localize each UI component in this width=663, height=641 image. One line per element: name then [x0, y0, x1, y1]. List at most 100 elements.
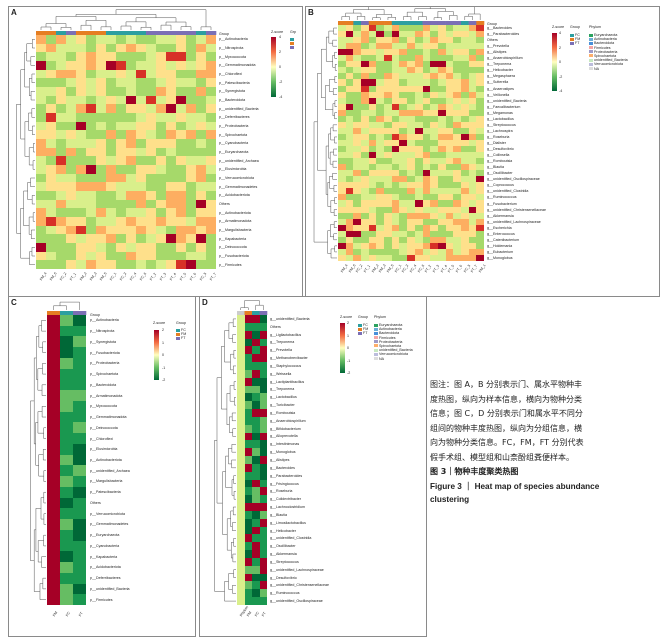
- legend-label: FT: [181, 336, 186, 341]
- heatmap-cell: [468, 103, 477, 110]
- legend-swatch: [374, 348, 378, 352]
- heatmap-cell: [445, 133, 454, 141]
- panel-d-group-legend: FC FM FT: [358, 323, 368, 336]
- dendrogram-branch: [224, 330, 231, 363]
- heatmap-cell: [414, 25, 423, 32]
- dendrogram-branch: [406, 11, 423, 17]
- heatmap-cell: [460, 25, 469, 32]
- heatmap-cell: [460, 164, 469, 171]
- heatmap-cell: [96, 217, 107, 226]
- heatmap-cell: [126, 260, 137, 270]
- heatmap-cell: [338, 164, 346, 171]
- heatmap-cell: [376, 79, 385, 86]
- group-bar-cell: [460, 21, 469, 25]
- heatmap-cell: [259, 330, 268, 339]
- caption-line: 组间的物种丰度热图，纵向为分组信息，横: [430, 423, 582, 433]
- heatmap-cell: [368, 43, 377, 50]
- heatmap-cell: [206, 173, 217, 183]
- group-bar-cell: [430, 21, 439, 25]
- heatmap-cell: [146, 69, 157, 79]
- heatmap-cell: [166, 165, 177, 174]
- dendrogram-branch: [334, 64, 337, 71]
- heatmap-cell: [338, 49, 346, 56]
- swatch: [290, 37, 294, 41]
- panel-d-dendrograms: [214, 300, 268, 602]
- zscore-tick: -1: [347, 358, 351, 363]
- dendrogram-branch: [353, 9, 385, 15]
- heatmap-cell: [237, 479, 245, 488]
- heatmap-cell: [60, 315, 74, 327]
- heatmap-cell: [345, 91, 354, 98]
- heatmap-cell: [47, 336, 61, 348]
- heatmap-cell: [96, 251, 107, 261]
- heatmap-cell: [206, 199, 217, 209]
- heatmap-cell: [437, 133, 446, 141]
- heatmap-cell: [66, 156, 77, 166]
- heatmap-cell: [453, 152, 462, 159]
- dendrogram-branch: [214, 440, 225, 592]
- legend-item: FC: [570, 33, 580, 37]
- heatmap-cell: [76, 35, 87, 44]
- heatmap-cell: [422, 152, 431, 159]
- heatmap-cell: [73, 411, 87, 423]
- heatmap-cell: [437, 121, 446, 129]
- heatmap-cell: [156, 35, 167, 44]
- heatmap-cell: [399, 121, 408, 129]
- heatmap-cell: [407, 61, 416, 68]
- panel-a-label: A: [11, 8, 17, 17]
- dendrogram-branch: [228, 447, 232, 465]
- legend-swatch: [589, 58, 593, 62]
- heatmap-cell: [73, 368, 87, 380]
- heatmap-cell: [445, 164, 454, 171]
- heatmap-cell: [126, 130, 137, 140]
- heatmap-cell: [106, 191, 117, 200]
- heatmap-cell: [368, 236, 377, 244]
- heatmap-cell: [414, 152, 423, 159]
- heatmap-cell: [407, 254, 416, 262]
- heatmap-cell: [196, 52, 207, 62]
- heatmap-cell: [414, 55, 423, 62]
- heatmap-cell: [345, 248, 354, 256]
- dendrogram-branch: [330, 200, 335, 213]
- heatmap-cell: [46, 260, 57, 270]
- heatmap-cell: [399, 67, 408, 74]
- heatmap-cell: [361, 188, 370, 195]
- heatmap-cell: [176, 251, 187, 261]
- heatmap-cell: [259, 557, 268, 567]
- heatmap-cell: [166, 243, 177, 252]
- heatmap-cell: [73, 357, 87, 369]
- legend-swatch: [374, 327, 378, 331]
- heatmap-cell: [156, 243, 167, 252]
- dendrogram-branch: [333, 185, 337, 192]
- zscore-tick: 2: [559, 45, 561, 50]
- heatmap-cell: [237, 589, 245, 598]
- heatmap-cell: [252, 354, 260, 363]
- heatmap-cell: [361, 212, 370, 219]
- heatmap-cell: [361, 43, 370, 50]
- heatmap-cell: [46, 199, 57, 209]
- heatmap-cell: [468, 139, 477, 147]
- panel-a-grp-swatches: [290, 37, 295, 49]
- dendrogram-branch: [30, 229, 35, 239]
- legend-swatch: [374, 340, 378, 344]
- heatmap-cell: [60, 529, 74, 541]
- heatmap-cell: [166, 234, 177, 244]
- heatmap-cell: [368, 73, 377, 80]
- heatmap-cell: [361, 139, 370, 147]
- heatmap-cell: [414, 236, 423, 244]
- legend-label: unidentified_Bacteria: [594, 58, 628, 63]
- legend-swatch: [358, 331, 362, 335]
- heatmap-cell: [460, 79, 469, 86]
- heatmap-cell: [476, 194, 485, 201]
- heatmap-cell: [460, 43, 469, 50]
- heatmap-cell: [391, 206, 400, 213]
- heatmap-cell: [368, 152, 377, 159]
- row-label: g__Prevotella: [487, 44, 509, 49]
- legend-label: unidentified_Bacteria: [379, 348, 413, 353]
- zscore-tick: -1: [162, 365, 166, 370]
- heatmap-cell: [146, 208, 157, 218]
- heatmap-cell: [56, 260, 67, 270]
- heatmap-cell: [106, 104, 117, 114]
- heatmap-cell: [56, 35, 67, 44]
- heatmap-cell: [259, 573, 268, 582]
